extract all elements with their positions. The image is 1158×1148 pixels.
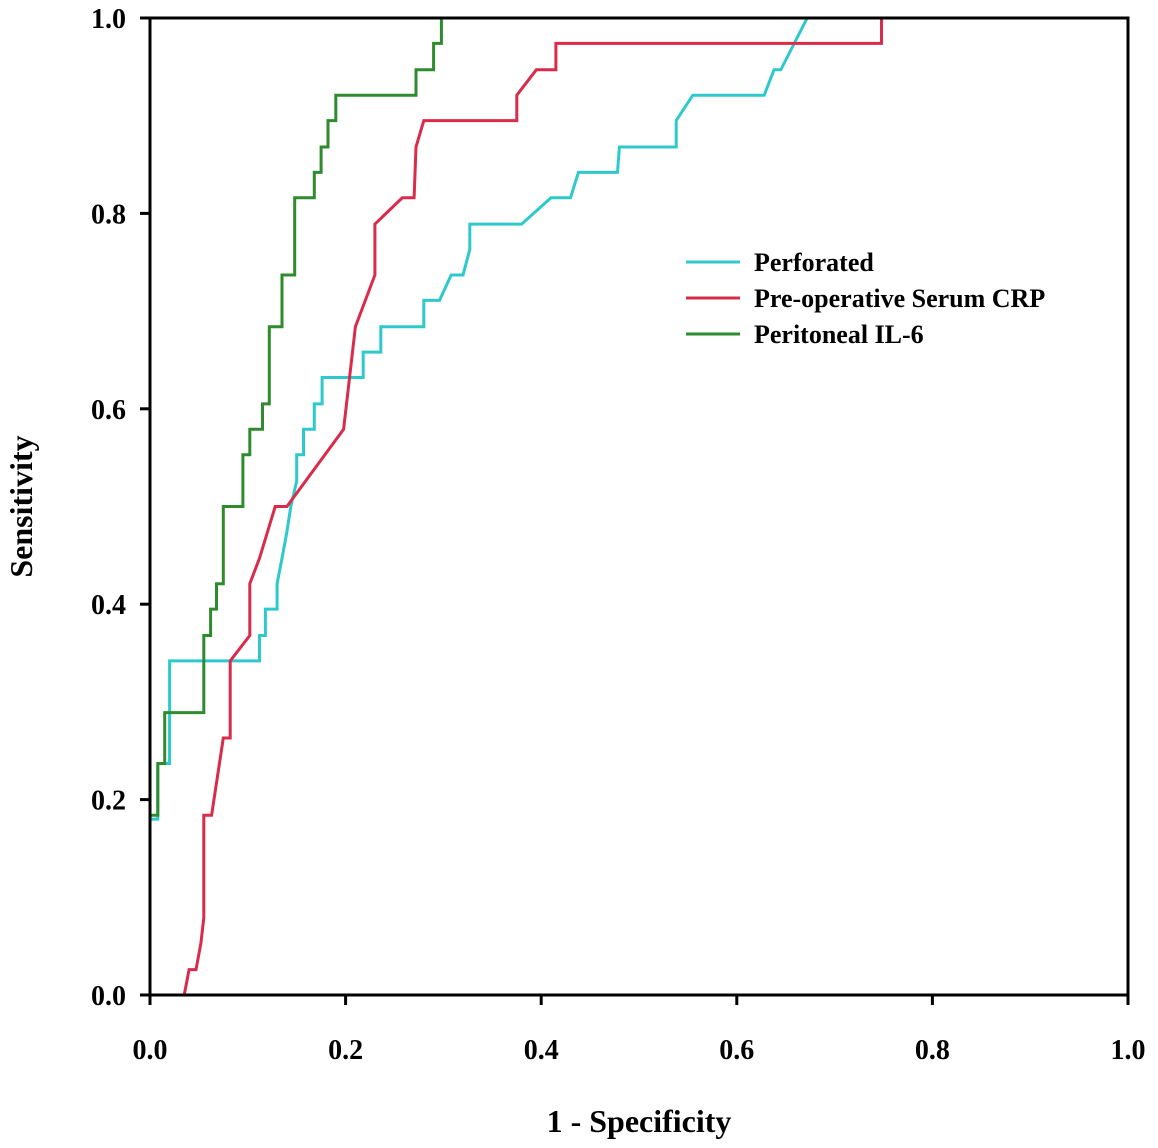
y-tick-label: 0.4 [91,590,126,621]
plot-area-frame [148,16,1130,997]
x-tick-label: 0.6 [719,1035,754,1066]
x-tick-label: 0.4 [524,1035,559,1066]
y-tick-label: 1.0 [91,4,126,35]
x-tick-label: 0.0 [133,1035,168,1066]
x-tick-label: 1.0 [1111,1035,1146,1066]
series-line-perforated [148,16,1128,995]
series-line-peritoneal-il-6 [148,16,1128,995]
legend-label-pre-operative-serum-crp: Pre-operative Serum CRP [754,284,1045,313]
legend-label-perforated: Perforated [754,248,874,277]
series-layer [148,16,1128,997]
x-tick-label: 0.2 [328,1035,363,1066]
x-axis-title: 1 - Specificity [547,1103,732,1139]
y-axis-title: Sensitivity [3,435,39,577]
y-tick-label: 0.8 [91,199,126,230]
ticks-layer: 0.00.0 0.2 0.2 0.4 0.4 0.6 0.6 0.8 0.8 1.0 1.0 [91,4,1146,1066]
y-tick-label: 0.2 [91,786,126,817]
series-line-pre-operative-serum-crp [150,16,1128,997]
legend: Perforated Pre-operative Serum CRP Periton… [686,248,1045,349]
x-tick-label: 0.8 [915,1035,950,1066]
y-tick-label: 0.6 [91,395,126,426]
legend-label-peritoneal-il-6: Peritoneal IL-6 [754,320,924,349]
y-tick-label: 0.0 [91,981,126,1012]
